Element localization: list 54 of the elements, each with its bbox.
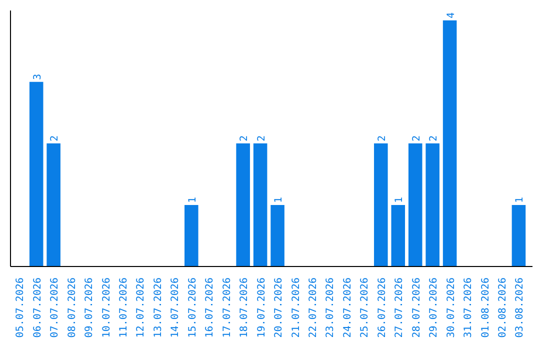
bar — [184, 204, 198, 266]
x-tick-label: 08.07.2026 — [66, 277, 78, 338]
x-tick-label: 24.07.2026 — [342, 277, 354, 338]
bar — [408, 143, 422, 266]
x-tick-label: 30.07.2026 — [446, 277, 457, 338]
x-tick-label: 15.07.2026 — [187, 277, 198, 338]
data-label: 2 — [256, 135, 268, 142]
bar — [391, 204, 406, 266]
x-tick-label: 12.07.2026 — [136, 277, 147, 338]
data-label: 1 — [187, 196, 198, 203]
data-label: 2 — [50, 135, 61, 142]
x-tick-label: 26.07.2026 — [376, 277, 388, 338]
x-tick-label: 21.07.2026 — [290, 277, 302, 338]
x-tick-label: 09.07.2026 — [84, 277, 96, 338]
data-label: 2 — [239, 135, 250, 142]
data-label: 1 — [514, 196, 526, 203]
data-label: 2 — [428, 135, 440, 142]
data-label: 3 — [32, 74, 44, 80]
data-label: 2 — [411, 135, 422, 142]
x-tick-label: 17.07.2026 — [222, 277, 233, 338]
bar — [29, 82, 44, 266]
bar — [253, 143, 268, 266]
bar — [270, 204, 284, 266]
x-tick-label: 07.07.2026 — [50, 277, 61, 338]
x-tick-label: 31.07.2026 — [463, 277, 474, 338]
x-tick-label: 27.07.2026 — [394, 277, 406, 338]
x-tick-label: 20.07.2026 — [274, 277, 285, 338]
bar — [426, 143, 440, 266]
x-tick-label: 01.08.2026 — [480, 277, 492, 338]
bar — [442, 20, 457, 266]
x-tick-label: 06.07.2026 — [32, 277, 44, 338]
x-tick-label: 23.07.2026 — [325, 277, 336, 338]
x-tick-label: 22.07.2026 — [308, 277, 319, 338]
x-tick-label: 28.07.2026 — [411, 277, 422, 338]
x-tick-label: 25.07.2026 — [360, 277, 371, 338]
x-tick-label: 10.07.2026 — [101, 277, 112, 338]
data-label: 4 — [446, 12, 457, 18]
x-tick-label: 02.08.2026 — [497, 277, 508, 338]
x-tick-label: 05.07.2026 — [15, 277, 26, 338]
x-tick-label: 14.07.2026 — [170, 277, 182, 338]
x-tick-label: 18.07.2026 — [239, 277, 250, 338]
x-tick-label: 11.07.2026 — [118, 277, 130, 338]
bar — [46, 143, 60, 266]
x-tick-label: 19.07.2026 — [256, 277, 268, 338]
x-tick-label: 29.07.2026 — [428, 277, 440, 338]
x-tick-label: 03.08.2026 — [514, 277, 526, 338]
bar — [512, 204, 526, 266]
bar — [236, 143, 250, 266]
data-label: 1 — [274, 196, 285, 203]
bar — [374, 143, 388, 266]
data-label: 2 — [376, 135, 388, 142]
x-tick-label: 16.07.2026 — [204, 277, 216, 338]
x-tick-label: 13.07.2026 — [152, 277, 164, 338]
data-label: 1 — [394, 196, 406, 203]
